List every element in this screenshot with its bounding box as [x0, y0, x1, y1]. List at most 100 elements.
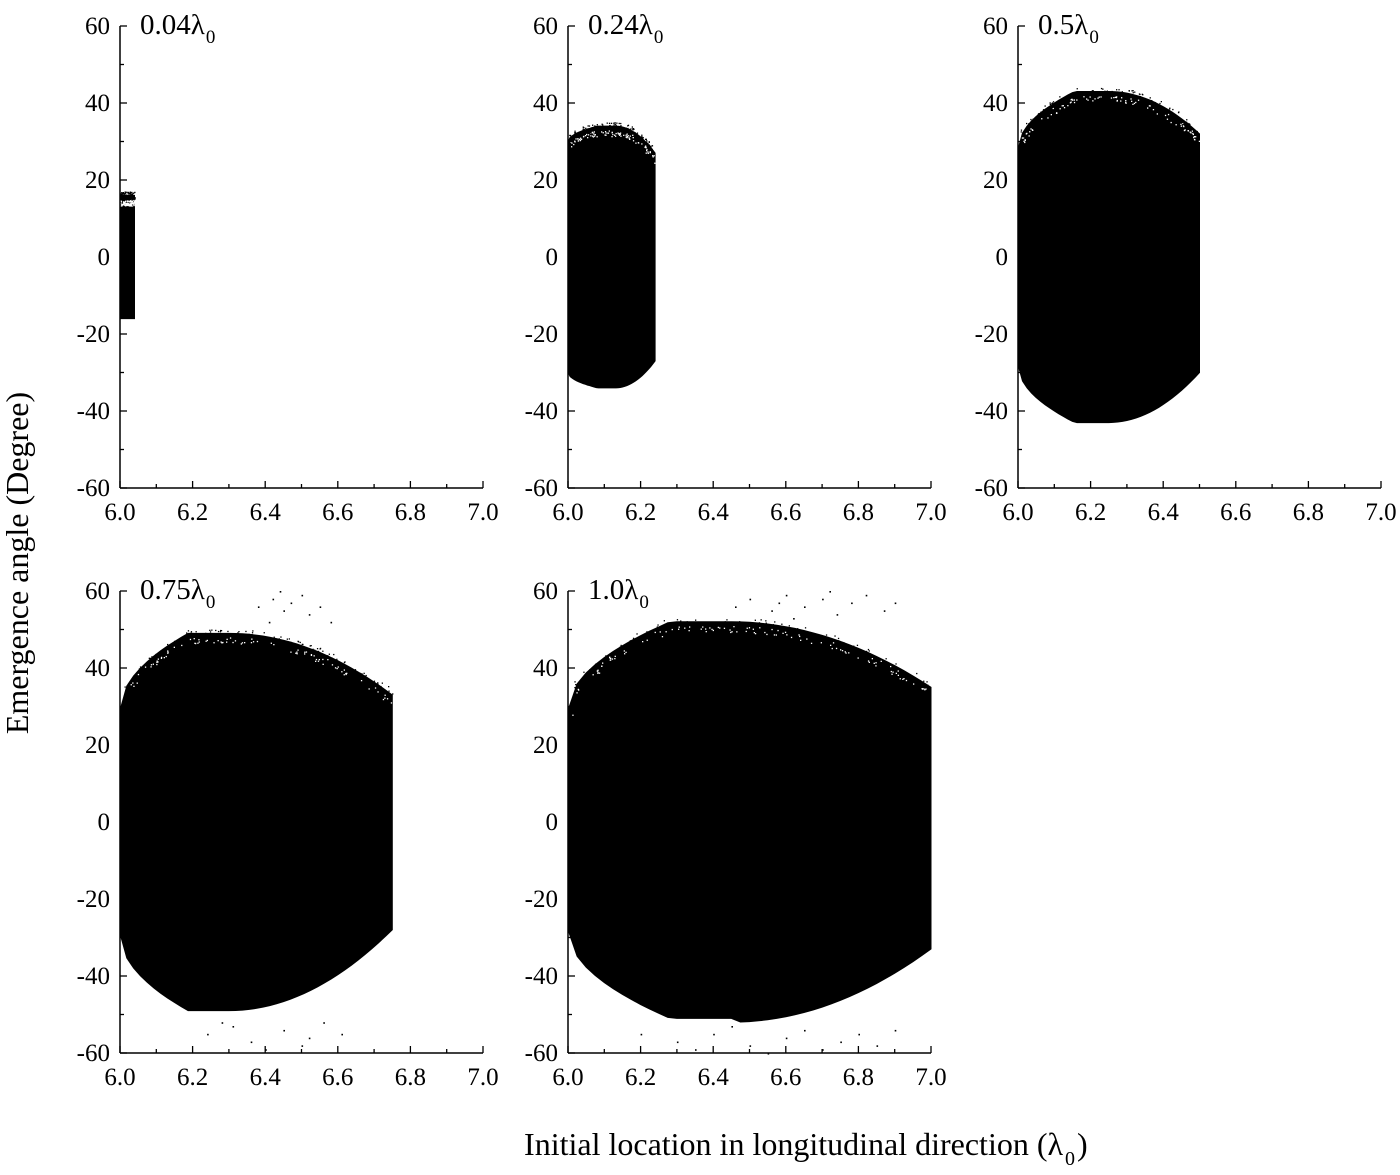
scatter-point [585, 674, 587, 676]
scatter-point [700, 628, 702, 630]
scatter-point [121, 205, 123, 207]
scatter-point [327, 659, 329, 661]
scatter-point [596, 124, 598, 126]
scatter-point [226, 641, 228, 643]
scatter-point [308, 614, 311, 616]
scatter-point [1024, 141, 1026, 144]
scatter-point [124, 203, 126, 205]
scatter-point [1094, 98, 1096, 100]
x-tick-label: 6.2 [625, 499, 656, 526]
scatter-point [125, 196, 127, 198]
scatter-cloud [119, 632, 393, 1012]
scatter-point [844, 651, 846, 653]
scatter-point [1087, 99, 1089, 101]
scatter-point [316, 648, 319, 650]
scatter-point [593, 131, 595, 133]
scatter-point [1140, 100, 1143, 102]
scatter-point [138, 668, 141, 670]
scatter-point [1101, 92, 1103, 94]
scatter-point [592, 132, 594, 134]
scatter-point [238, 631, 240, 633]
scatter-point [885, 658, 887, 660]
scatter-point [1135, 101, 1137, 104]
scatter-point [219, 631, 222, 633]
scatter-point [1112, 93, 1114, 95]
scatter-point [195, 631, 197, 633]
scatter-point [173, 646, 175, 648]
scatter-point [1116, 100, 1118, 102]
scatter-point [748, 627, 751, 629]
scatter-point [124, 204, 126, 207]
scatter-point [711, 628, 713, 631]
scatter-point [764, 626, 766, 629]
scatter-point [619, 132, 622, 134]
scatter-point [909, 674, 911, 677]
scatter-point [631, 126, 633, 128]
scatter-point [760, 626, 762, 629]
scatter-point [641, 136, 643, 139]
scatter-point [1184, 129, 1186, 131]
scatter-point [126, 196, 128, 198]
scatter-point [594, 134, 596, 136]
scatter-point [719, 627, 721, 629]
scatter-point [1067, 98, 1070, 100]
scatter-point [611, 136, 613, 138]
scatter-point [1067, 105, 1069, 107]
scatter-point [623, 134, 625, 136]
scatter-point [123, 194, 125, 197]
scatter-point [746, 627, 748, 629]
scatter-point [1050, 114, 1052, 116]
scatter-point [131, 196, 133, 198]
scatter-point [355, 673, 357, 675]
scatter-point [580, 138, 583, 140]
scatter-point [785, 594, 788, 597]
scatter-point [705, 631, 707, 633]
scatter-point [646, 631, 648, 633]
scatter-point [850, 647, 853, 649]
scatter-point [290, 651, 292, 653]
scatter-point [646, 639, 648, 641]
scatter-point [568, 708, 570, 710]
scatter-point [162, 652, 164, 654]
scatter-point [875, 665, 877, 667]
scatter-point [227, 630, 229, 633]
scatter-point [133, 204, 135, 207]
scatter-point [195, 637, 198, 639]
scatter-point [290, 641, 292, 643]
scatter-point [804, 606, 806, 608]
scatter-point [124, 191, 126, 193]
scatter-point [790, 636, 793, 639]
scatter-point [1076, 88, 1078, 90]
scatter-point [595, 663, 597, 665]
scatter-point [137, 673, 140, 676]
scatter-point [195, 642, 197, 645]
scatter-point [1050, 107, 1052, 110]
scatter-point [589, 669, 591, 671]
scatter-point [754, 619, 756, 621]
scatter-point [1044, 105, 1046, 107]
scatter-point [883, 610, 886, 612]
scatter-point [695, 1049, 697, 1051]
y-tick-label: 20 [983, 167, 1008, 194]
scatter-point [131, 191, 133, 194]
scatter-point [130, 192, 132, 194]
scatter-point [1018, 152, 1020, 154]
scatter-point [588, 676, 591, 678]
scatter-point [132, 198, 134, 200]
scatter-point [619, 128, 622, 130]
scatter-point [1166, 110, 1169, 112]
scatter-point [867, 660, 870, 662]
scatter-point [1140, 98, 1142, 101]
scatter-point [793, 618, 795, 620]
scatter-point [669, 624, 671, 626]
scatter-point [341, 671, 343, 673]
scatter-point [573, 143, 575, 146]
scatter-point [377, 682, 379, 684]
scatter-point [1046, 112, 1048, 115]
scatter-point [671, 628, 673, 631]
scatter-point [130, 194, 132, 196]
scatter-point [386, 698, 389, 700]
scatter-point [1118, 95, 1121, 98]
scatter-point [129, 201, 131, 203]
